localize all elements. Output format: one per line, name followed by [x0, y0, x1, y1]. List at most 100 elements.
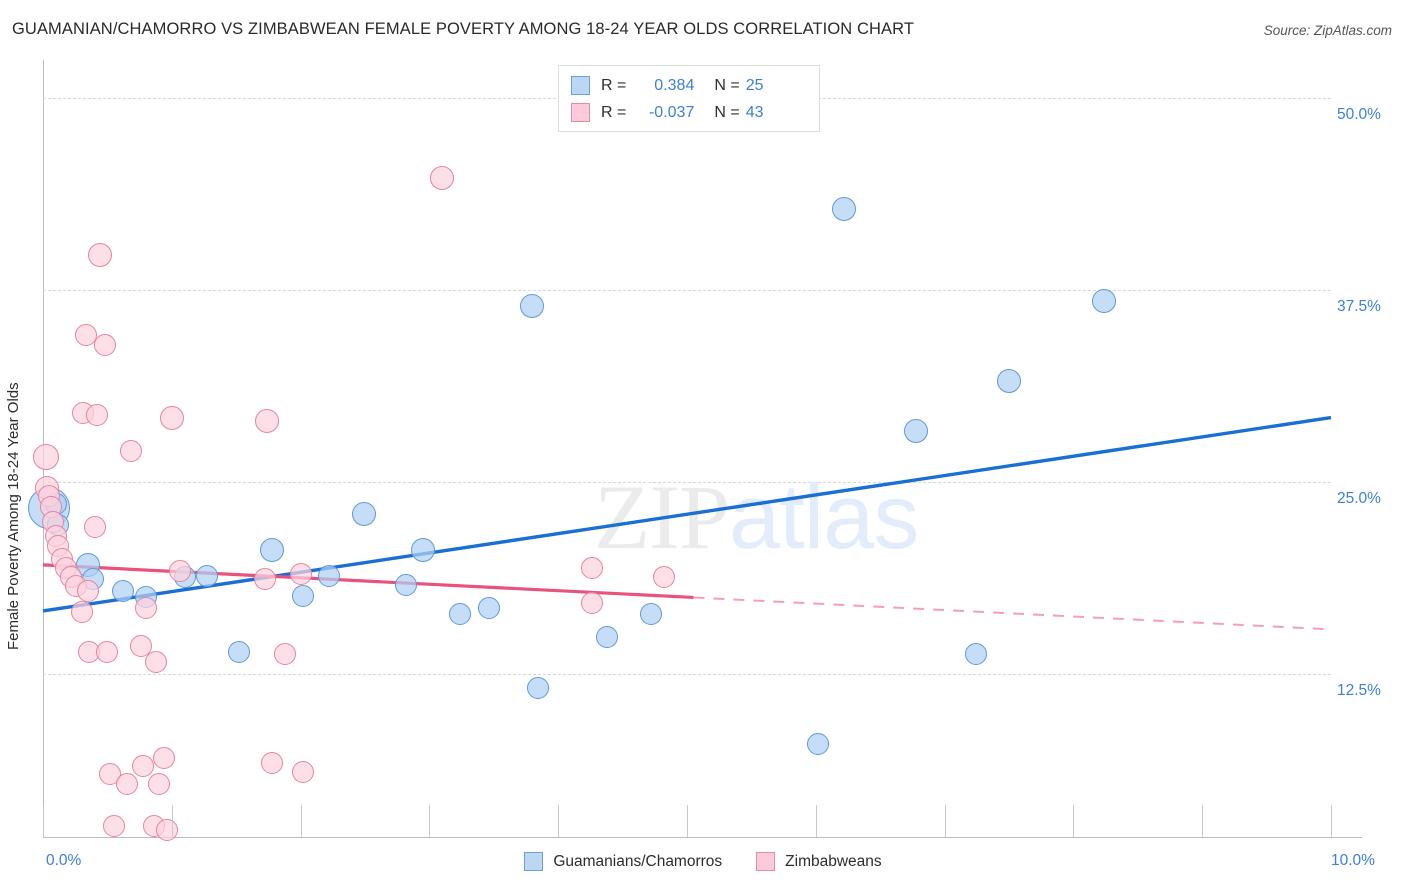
data-point[interactable]	[115, 773, 138, 796]
data-point[interactable]	[70, 601, 93, 624]
x-tick-mark-10	[1331, 805, 1332, 837]
x-axis-line	[43, 837, 1362, 838]
data-point[interactable]	[135, 596, 158, 619]
stats-r-label-zimbabweans: R =	[601, 103, 627, 121]
data-point[interactable]	[96, 641, 119, 664]
stats-n-value-zimbabweans: 43	[745, 103, 764, 121]
data-point[interactable]	[261, 751, 284, 774]
data-point[interactable]	[289, 563, 312, 586]
stats-n-label-guamanians: N =	[714, 76, 740, 94]
x-tick-mark-6	[815, 805, 817, 837]
y-tick-label-2: 25.0%	[1337, 490, 1381, 508]
legend-item-guamanians[interactable]: Guamanians/Chamorros	[524, 852, 722, 871]
x-tick-label-0: 0.0%	[46, 852, 82, 869]
data-point[interactable]	[449, 603, 472, 625]
data-point[interactable]	[351, 502, 376, 527]
trend-lines	[42, 415, 1332, 631]
data-point[interactable]	[596, 626, 619, 649]
trend-line-guamanians	[42, 415, 1332, 613]
data-point[interactable]	[253, 567, 276, 590]
data-point[interactable]	[832, 196, 857, 221]
data-point[interactable]	[477, 596, 500, 619]
data-point[interactable]	[639, 603, 662, 625]
data-point[interactable]	[395, 573, 418, 596]
legend-label-zimbabweans: Zimbabweans	[785, 852, 882, 870]
x-tick-label-1: 10.0%	[1331, 852, 1375, 869]
data-point[interactable]	[1092, 288, 1117, 313]
gridline-37-5	[43, 290, 1331, 292]
data-point[interactable]	[580, 592, 603, 615]
stats-row-zimbabweans: R = -0.037 N = 43	[571, 99, 809, 126]
data-point[interactable]	[119, 440, 142, 463]
data-point[interactable]	[87, 242, 112, 267]
gridline-25	[43, 482, 1331, 484]
y-axis-title-text: Female Poverty Among 18-24 Year Olds	[5, 382, 22, 650]
data-point[interactable]	[580, 556, 603, 579]
data-point[interactable]	[153, 747, 176, 770]
trend-line-zimbabweans-extrapolated	[693, 596, 1332, 631]
data-point[interactable]	[93, 334, 116, 357]
data-point[interactable]	[410, 537, 435, 562]
data-point[interactable]	[77, 579, 100, 602]
x-tick-mark-7	[944, 805, 946, 837]
plot-area: ZIPatlas	[28, 60, 1332, 842]
data-point[interactable]	[526, 676, 549, 699]
x-tick-mark-3	[429, 805, 431, 837]
data-point[interactable]	[145, 650, 168, 673]
stats-r-label-guamanians: R =	[601, 76, 627, 94]
page-title: GUAMANIAN/CHAMORRO VS ZIMBABWEAN FEMALE …	[12, 20, 915, 38]
stats-n-value-guamanians: 25	[745, 76, 764, 94]
data-point[interactable]	[964, 642, 987, 665]
stats-swatch-zimbabweans	[571, 103, 590, 122]
data-point[interactable]	[807, 733, 830, 756]
data-point[interactable]	[86, 403, 109, 426]
series-legend: Guamanians/Chamorros Zimbabweans	[0, 852, 1406, 871]
stats-r-value-zimbabweans: -0.037	[648, 103, 695, 121]
x-tick-mark-8	[1073, 805, 1075, 837]
x-tick-mark-0	[43, 805, 44, 837]
data-point[interactable]	[147, 773, 170, 796]
stats-n-label-zimbabweans: N =	[714, 103, 740, 121]
data-point[interactable]	[155, 819, 178, 842]
stats-row-guamanians: R = 0.384 N = 25	[571, 72, 809, 99]
data-point[interactable]	[74, 323, 97, 346]
data-point[interactable]	[168, 560, 191, 583]
legend-swatch-guamanians	[524, 852, 544, 871]
y-tick-label-0: 50.0%	[1337, 106, 1381, 124]
y-tick-label-1: 37.5%	[1337, 298, 1381, 316]
x-tick-mark-1	[171, 805, 173, 837]
stats-swatch-guamanians	[571, 76, 590, 95]
data-point[interactable]	[904, 419, 929, 444]
data-point[interactable]	[195, 564, 218, 587]
y-tick-label-3: 12.5%	[1337, 681, 1381, 699]
legend-swatch-zimbabweans	[756, 852, 776, 871]
source-label: Source: ZipAtlas.com	[1263, 23, 1392, 38]
data-point[interactable]	[129, 635, 152, 658]
data-point[interactable]	[111, 579, 134, 602]
data-point[interactable]	[430, 166, 455, 191]
data-point[interactable]	[159, 405, 184, 430]
data-point[interactable]	[132, 754, 155, 777]
data-point[interactable]	[520, 293, 545, 318]
data-point[interactable]	[274, 642, 297, 665]
data-point[interactable]	[260, 537, 285, 562]
data-point[interactable]	[255, 408, 280, 433]
x-tick-mark-2	[300, 805, 302, 837]
data-point[interactable]	[652, 566, 675, 589]
data-point[interactable]	[997, 368, 1021, 393]
trend-line-zimbabweans	[42, 563, 694, 600]
data-point[interactable]	[102, 814, 125, 837]
data-point[interactable]	[83, 515, 106, 538]
stats-r-value-guamanians: 0.384	[654, 76, 695, 94]
data-point[interactable]	[227, 641, 250, 664]
data-point[interactable]	[317, 564, 340, 587]
correlation-stats-box: R = 0.384 N = 25 R = -0.037 N = 43	[558, 65, 820, 132]
data-point[interactable]	[32, 444, 59, 471]
data-point[interactable]	[292, 584, 315, 607]
legend-item-zimbabweans[interactable]: Zimbabweans	[756, 852, 882, 871]
legend-label-guamanians: Guamanians/Chamorros	[553, 852, 723, 870]
gridline-12-5	[43, 673, 1331, 675]
x-tick-mark-4	[558, 805, 560, 837]
data-point[interactable]	[292, 761, 315, 784]
